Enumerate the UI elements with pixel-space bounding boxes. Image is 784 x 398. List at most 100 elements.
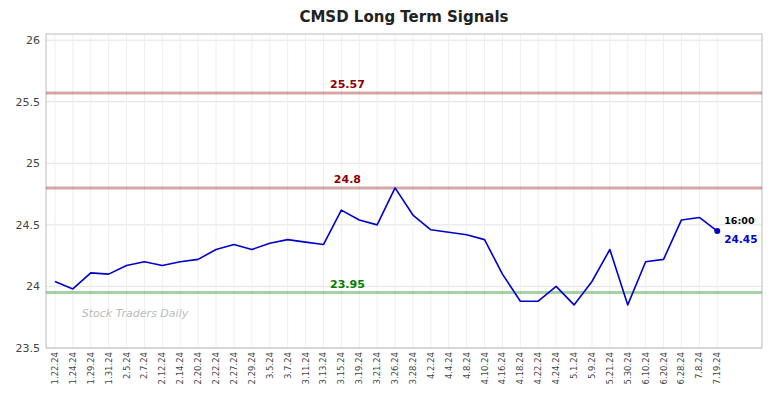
x-tick-label: 4.18.24 <box>515 352 525 384</box>
grid-line-x <box>591 34 592 348</box>
x-tick-label: 1.31.24 <box>104 352 114 384</box>
chart: CMSD Long Term Signals 23.5 24 24.5 25 25.5 26… <box>0 0 784 398</box>
reference-line <box>46 92 762 95</box>
reference-label: 23.95 <box>330 278 365 291</box>
endpoint-dot <box>714 228 720 234</box>
endpoint-value: 24.45 <box>724 233 757 245</box>
x-tick-label: 3.21.24 <box>372 352 382 384</box>
x-tick-label: 2.5.24 <box>122 352 132 379</box>
grid-line-x <box>233 34 234 348</box>
x-tick-label: 3.28.24 <box>408 352 418 384</box>
x-tick-label: 3.7.24 <box>283 352 293 379</box>
x-tick-label: 3.11.24 <box>301 352 311 384</box>
x-tick-label: 3.5.24 <box>265 352 275 379</box>
x-tick-label: 6.10.24 <box>641 352 651 384</box>
grid-line-x <box>251 34 252 348</box>
endpoint-time: 16:00 <box>724 215 755 226</box>
y-tick-label: 25.5 <box>16 96 41 109</box>
grid-line-y <box>46 163 762 164</box>
grid-line-x <box>430 34 431 348</box>
y-tick-label: 26 <box>26 34 40 47</box>
grid-line-x <box>466 34 467 348</box>
x-tick-label: 3.15.24 <box>336 352 346 384</box>
x-tick-label: 2.27.24 <box>229 352 239 384</box>
x-tick-label: 3.19.24 <box>354 352 364 384</box>
x-tick-label: 4.24.24 <box>551 352 561 384</box>
grid-line-x <box>717 34 718 348</box>
reference-label: 24.8 <box>334 173 361 186</box>
x-tick-label: 6.20.24 <box>659 352 669 384</box>
grid-line-y <box>46 224 762 225</box>
y-tick-label: 25 <box>26 157 40 170</box>
grid-line-x <box>627 34 628 348</box>
grid-line-x <box>287 34 288 348</box>
grid-line-x <box>180 34 181 348</box>
title: CMSD Long Term Signals <box>299 8 508 26</box>
x-tick-label: 2.29.24 <box>247 352 257 384</box>
x-tick-label: 2.22.24 <box>211 352 221 384</box>
x-tick-label: 2.12.24 <box>157 352 167 384</box>
data-layer <box>46 93 762 305</box>
grid-line-x <box>412 34 413 348</box>
x-tick-label: 2.14.24 <box>175 352 185 384</box>
grid-line-x <box>377 34 378 348</box>
x-tick-label: 4.4.24 <box>444 352 454 379</box>
watermark: Stock Traders Daily <box>82 307 189 320</box>
y-tick-label: 23.5 <box>16 342 41 355</box>
x-tick-label: 4.10.24 <box>480 352 490 384</box>
x-tick-label: 5.9.24 <box>587 352 597 379</box>
grid-line-x <box>448 34 449 348</box>
x-tick-label: 5.30.24 <box>623 352 633 384</box>
y-tick-label: 24 <box>26 280 40 293</box>
grid-line-x <box>198 34 199 348</box>
x-tick-label: 4.2.24 <box>426 352 436 379</box>
grid-line-x <box>484 34 485 348</box>
grid-line-x <box>663 34 664 348</box>
grid <box>46 34 762 348</box>
grid-line-y <box>46 101 762 102</box>
x-tick-label: 4.8.24 <box>462 352 472 379</box>
grid-line-x <box>395 34 396 348</box>
x-tick-label: 7.19.24 <box>712 352 722 384</box>
reference-line <box>46 186 762 189</box>
x-tick-label: 1.24.24 <box>68 352 78 384</box>
grid-line-x <box>681 34 682 348</box>
x-tick-label: 2.7.24 <box>139 352 149 379</box>
labels: 25.57 24.8 23.95 16:00 24.45 <box>330 78 757 290</box>
price-line <box>55 188 717 305</box>
x-tick-label: 2.20.24 <box>193 352 203 384</box>
x-tick-label: 1.22.24 <box>50 352 60 384</box>
x-tick-label: 7.8.24 <box>694 352 704 379</box>
grid-line-x <box>269 34 270 348</box>
grid-line-x <box>216 34 217 348</box>
x-tick-label: 3.26.24 <box>390 352 400 384</box>
y-axis: 23.5 24 24.5 25 25.5 26 <box>16 34 41 355</box>
grid-line-x <box>556 34 557 348</box>
grid-line-y <box>46 286 762 287</box>
plot-frame <box>46 34 762 348</box>
x-tick-label: 3.13.24 <box>318 352 328 384</box>
x-tick-label: 5.21.24 <box>605 352 615 384</box>
reference-line <box>46 291 762 294</box>
x-tick-label: 1.29.24 <box>86 352 96 384</box>
grid-line-x <box>108 34 109 348</box>
reference-label: 25.57 <box>330 78 365 91</box>
x-tick-label: 4.22.24 <box>533 352 543 384</box>
grid-line-x <box>305 34 306 348</box>
x-tick-label: 6.28.24 <box>676 352 686 384</box>
grid-line-y <box>46 40 762 41</box>
grid-line-x <box>323 34 324 348</box>
grid-line-x <box>144 34 145 348</box>
grid-line-x <box>645 34 646 348</box>
grid-line-x <box>699 34 700 348</box>
y-tick-label: 24.5 <box>16 219 41 232</box>
grid-line-x <box>162 34 163 348</box>
x-tick-label: 4.16.24 <box>497 352 507 384</box>
grid-line-x <box>90 34 91 348</box>
grid-line-x <box>54 34 55 348</box>
x-axis: 1.22.24 1.24.24 1.29.24 1.31.24 2.5.24 2.7.24… <box>50 352 722 384</box>
x-tick-label: 5.1.24 <box>569 352 579 379</box>
grid-line-x <box>574 34 575 348</box>
grid-line-x <box>502 34 503 348</box>
grid-line-x <box>72 34 73 348</box>
